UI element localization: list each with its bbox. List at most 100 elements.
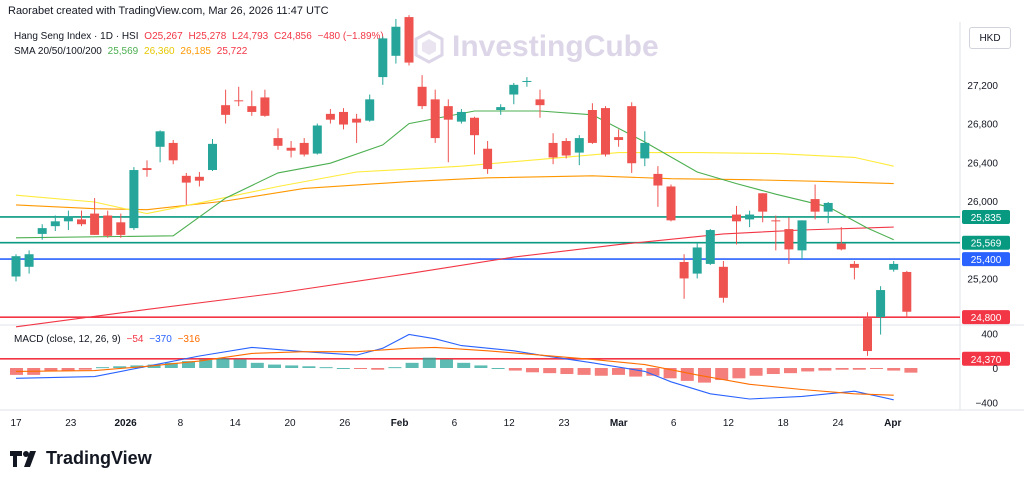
candle-body: [548, 142, 558, 158]
macd-histogram-bar: [577, 368, 591, 375]
price-tick-label: 25,200: [967, 274, 998, 285]
candle-body: [50, 221, 60, 227]
sma200-value: 25,722: [216, 46, 248, 57]
candle-body: [679, 261, 689, 279]
macd-histogram-bar: [147, 364, 161, 368]
candle-body: [260, 97, 270, 116]
candle-body: [574, 138, 584, 153]
macd-histogram-bar: [440, 359, 453, 368]
sma-label: SMA 20/50/100/200: [14, 46, 102, 57]
macd-histogram-bar: [319, 367, 333, 369]
time-tick-label: 12: [504, 418, 516, 429]
level-label: 25,569: [971, 239, 1002, 250]
candle-body: [771, 220, 781, 222]
candle-body: [692, 247, 702, 274]
candle-body: [273, 138, 283, 146]
macd-histogram-bar: [44, 368, 58, 372]
level-tag-24,370: [962, 351, 1010, 366]
candle-body: [823, 202, 833, 212]
candle-body: [24, 254, 34, 267]
candle-body: [902, 271, 912, 312]
candle-body: [627, 106, 637, 164]
macd-histogram-bar: [422, 357, 436, 368]
candle-body: [103, 215, 113, 236]
candle-body: [522, 80, 532, 82]
level-label: 25,835: [971, 213, 1002, 224]
time-tick-label: 26: [339, 418, 351, 429]
macd-signal-value: −316: [177, 334, 201, 345]
macd-histogram-bar: [250, 362, 264, 368]
macd-histogram-bar: [199, 359, 213, 368]
macd-histogram-bar: [96, 367, 109, 369]
candle-body: [299, 142, 309, 155]
created-with-caption: Raorabet created with TradingView.com, M…: [8, 5, 329, 17]
time-tick-label: 23: [558, 418, 570, 429]
macd-tick-label: 400: [981, 330, 998, 341]
candle-body: [810, 199, 820, 212]
candle-body: [784, 229, 794, 250]
candle-body: [208, 143, 217, 171]
candle-body: [194, 176, 204, 181]
time-tick-label: 18: [778, 418, 790, 429]
candle-body: [221, 105, 231, 115]
macd-histogram-bar: [491, 368, 505, 369]
candle-body: [456, 111, 466, 122]
macd-histogram-bar: [302, 366, 316, 368]
candle-body: [758, 193, 768, 212]
macd-histogram-bar: [594, 368, 608, 376]
candle-body: [863, 318, 872, 352]
close-value: C24,856: [273, 31, 312, 42]
sma20-value: 25,569: [107, 46, 139, 57]
macd-histogram-bar: [216, 358, 230, 368]
macd-histogram-bar: [61, 368, 75, 371]
macd-histogram-bar: [526, 368, 539, 373]
investingcube-watermark: InvestingCube: [414, 30, 659, 64]
candle-body: [561, 140, 571, 156]
candle-body: [234, 100, 244, 102]
macd-histogram-bar: [10, 368, 23, 375]
macd-histogram-bar: [336, 368, 350, 369]
macd-histogram-bar: [388, 367, 402, 369]
tradingview-wordmark: TradingView: [46, 448, 152, 468]
macd-histogram-bar: [543, 368, 557, 374]
macd-histogram-bar: [887, 368, 901, 371]
level-tag-25,400: [962, 252, 1010, 267]
time-tick-label: 24: [832, 418, 844, 429]
price-legend: Hang Seng Index · 1D · HSI O25,267 H25,2…: [14, 31, 387, 42]
time-tick-label: 2026: [114, 418, 137, 429]
macd-histogram-bar: [801, 368, 815, 372]
candle-body: [849, 263, 859, 268]
sma50-line: [15, 152, 894, 215]
high-value: H25,278: [188, 31, 227, 42]
sma200-line: [15, 226, 894, 328]
candle-body: [601, 108, 610, 155]
macd-tick-label: −400: [975, 398, 998, 409]
macd-histogram-bar: [560, 368, 574, 375]
macd-line-value: −370: [149, 334, 172, 345]
macd-histogram-bar: [629, 368, 643, 377]
candle-body: [181, 175, 191, 183]
sma50-value: 26,360: [144, 46, 175, 57]
macd-histogram-bar: [113, 366, 127, 368]
symbol-label: Hang Seng Index · 1D · HSI: [14, 31, 139, 42]
candle-body: [876, 290, 886, 318]
sma100-value: 26,185: [180, 46, 211, 57]
candle-body: [129, 170, 139, 229]
macd-histogram-bar: [818, 368, 832, 371]
macd-histogram-bar: [904, 368, 918, 373]
macd-histogram-bar: [835, 368, 849, 370]
macd-histogram-bar: [474, 365, 488, 368]
cube-logo-icon: [414, 30, 444, 64]
candle-body: [325, 113, 335, 120]
time-tick-label: 17: [10, 418, 22, 429]
macd-histogram-bar: [457, 362, 471, 368]
tradingview-logo-icon: [10, 450, 36, 467]
price-tick-label: 27,200: [967, 81, 998, 92]
candle-body: [640, 142, 650, 159]
time-tick-label: 23: [65, 418, 77, 429]
currency-button[interactable]: HKD: [969, 27, 1011, 49]
level-tag-25,835: [962, 209, 1010, 224]
open-value: O25,267: [144, 31, 183, 42]
time-tick-label: Apr: [884, 418, 901, 429]
macd-histogram-bar: [405, 362, 419, 368]
